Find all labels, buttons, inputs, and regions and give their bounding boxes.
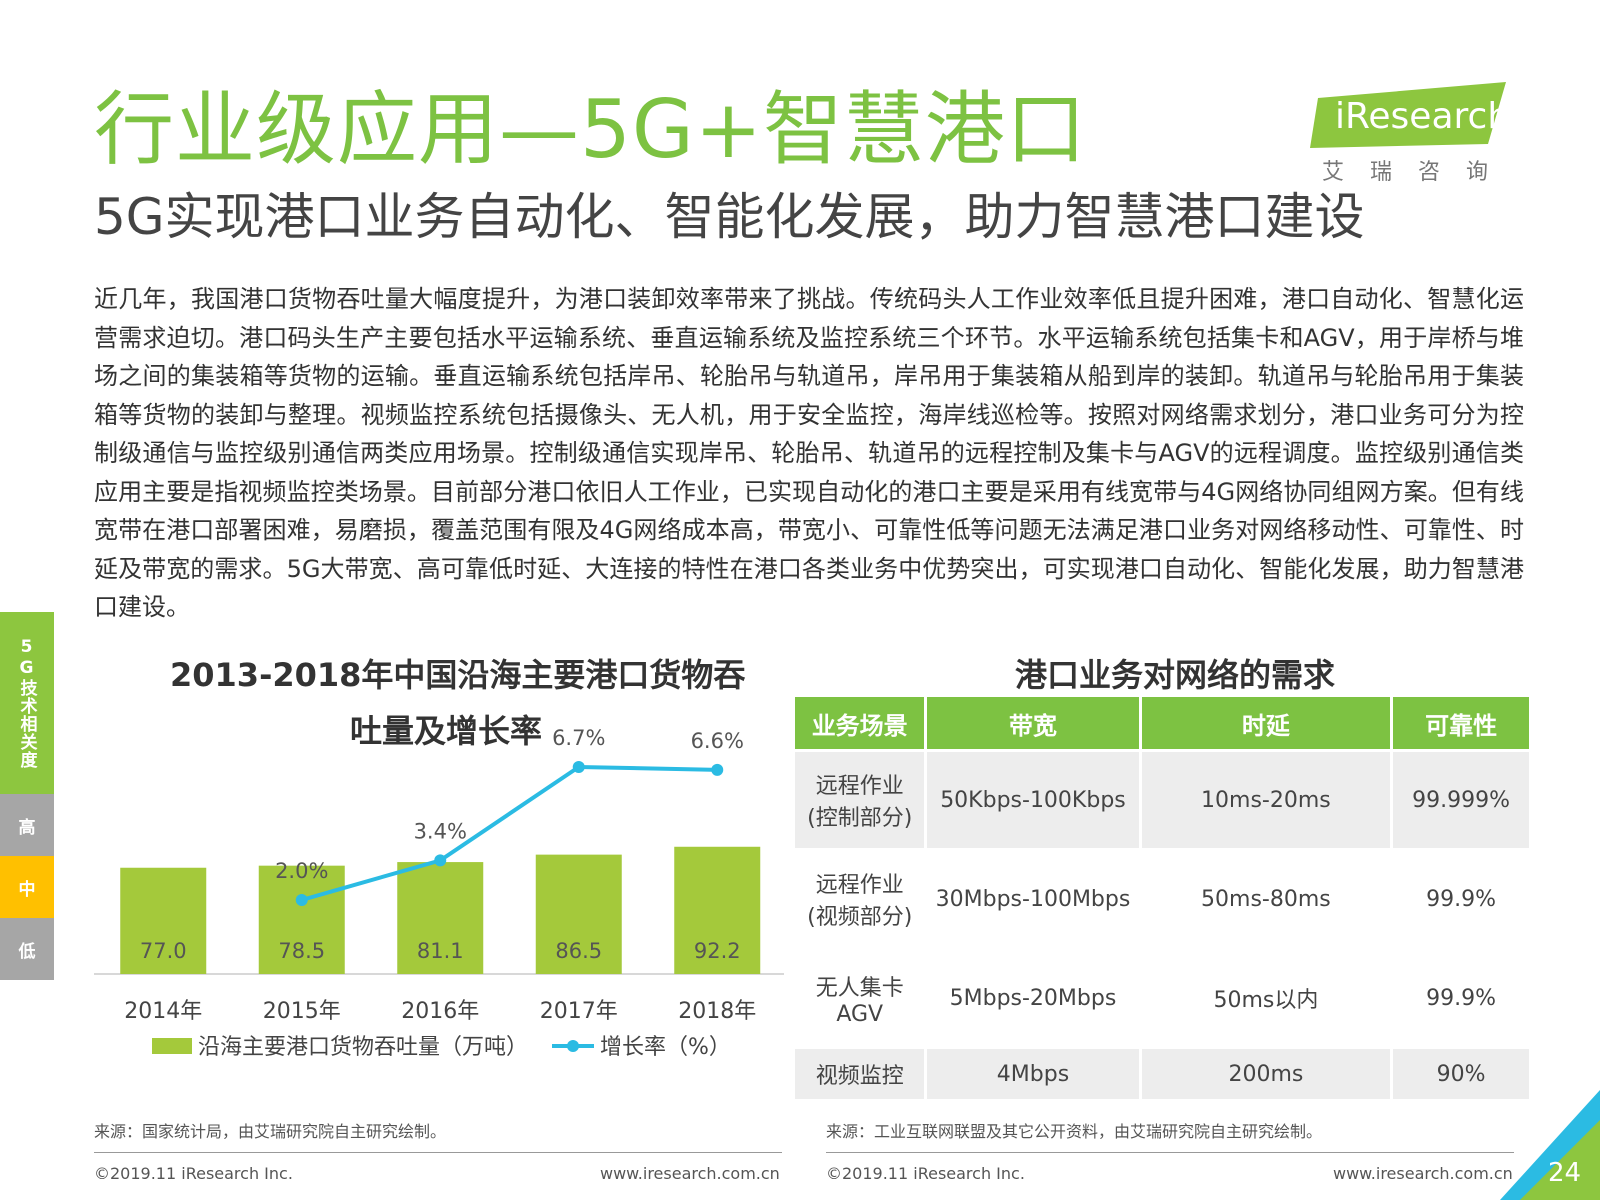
header-reliability: 可靠性 xyxy=(1393,697,1529,749)
bar-2 xyxy=(258,865,345,974)
chart-title-line1: 2013-2018年中国沿海主要港口货物吞 xyxy=(170,656,746,694)
growth-point xyxy=(295,894,308,906)
cell-scene: 视频监控 xyxy=(795,1049,925,1099)
scene-line2: (视频部分) xyxy=(807,905,913,930)
cell-reliability: 90% xyxy=(1393,1049,1529,1099)
growth-value-label: 3.4% xyxy=(414,819,467,843)
header-bandwidth: 带宽 xyxy=(927,697,1139,749)
bar-value-label: 92.2 xyxy=(694,939,741,963)
table-header-row: 业务场景 带宽 时延 可靠性 xyxy=(795,697,1529,749)
cell-bandwidth: 4Mbps xyxy=(927,1049,1139,1099)
corner-decoration xyxy=(1500,1090,1600,1200)
table-source-note: 来源：工业互联网联盟及其它公开资料，由艾瑞研究院自主研究绘制。 xyxy=(826,1122,1323,1141)
iresearch-logo xyxy=(1310,82,1506,148)
bar-4 xyxy=(535,854,622,974)
cell-latency: 10ms-20ms xyxy=(1141,752,1391,848)
footer-copyright-right: ©2019.11 iResearch Inc. xyxy=(826,1164,1025,1183)
cell-scene: 远程作业 (视频部分) xyxy=(795,851,925,947)
footer-divider-right xyxy=(826,1152,1514,1153)
growth-value-label: 6.7% xyxy=(552,726,605,750)
bar-value-label: 77.0 xyxy=(140,939,187,963)
header-latency: 时延 xyxy=(1141,697,1391,749)
x-tick-label: 2016年 xyxy=(401,999,479,1024)
bar-value-label: 78.5 xyxy=(278,939,325,963)
side-nav-mid[interactable]: 中 xyxy=(0,856,54,918)
logo-wordmark: iResearch xyxy=(1335,96,1511,137)
scene-line1: 远程作业 xyxy=(815,873,904,898)
growth-point xyxy=(711,763,724,776)
page-number: 24 xyxy=(1548,1158,1582,1188)
logo-subtitle: 艾瑞咨询 xyxy=(1322,160,1515,185)
cell-reliability: 99.9% xyxy=(1393,851,1529,947)
table-row: 远程作业 (控制部分) 50Kbps-100Kbps 10ms-20ms 99.9… xyxy=(795,752,1529,848)
cell-bandwidth: 30Mbps-100Mbps xyxy=(927,851,1139,947)
bar-1 xyxy=(120,867,207,974)
bar-value-label: 81.1 xyxy=(417,939,464,963)
side-nav-low[interactable]: 低 xyxy=(0,918,54,980)
cell-reliability: 99.999% xyxy=(1393,752,1529,848)
cell-latency: 50ms-80ms xyxy=(1141,851,1391,947)
side-relevance-nav: 5G技术相关度 高 中 低 xyxy=(0,612,54,980)
cell-scene: 远程作业 (控制部分) xyxy=(795,752,925,848)
scene-line1: 视频监控 xyxy=(815,1064,904,1089)
growth-point xyxy=(572,761,585,773)
port-throughput-chart: 77.0 2014年 78.5 2015年 81.1 2016年 86.5 2017年 92.2… xyxy=(94,726,784,1060)
cell-bandwidth: 5Mbps-20Mbps xyxy=(927,950,1139,1046)
growth-value-label: 6.6% xyxy=(691,729,744,753)
scene-line2: AGV xyxy=(836,1001,884,1027)
x-tick-label: 2015年 xyxy=(263,999,341,1024)
cell-latency: 200ms xyxy=(1141,1049,1391,1099)
body-paragraph: 近几年，我国港口货物吞吐量大幅度提升，为港口装卸效率带来了挑战。传统码头人工作业… xyxy=(94,285,1524,621)
growth-rate-line xyxy=(301,764,718,902)
table-row: 视频监控 4Mbps 200ms 90% xyxy=(795,1049,1529,1099)
side-nav-high[interactable]: 高 xyxy=(0,794,54,856)
table-title: 港口业务对网络的需求 xyxy=(1015,656,1336,694)
footer-copyright-left: ©2019.11 iResearch Inc. xyxy=(94,1164,293,1183)
table-row: 无人集卡 AGV 5Mbps-20Mbps 50ms以内 99.9% xyxy=(795,950,1529,1046)
scene-line2: (控制部分) xyxy=(807,806,913,831)
chart-title-line2: 吐量及增长率 xyxy=(350,712,543,750)
page-title: 行业级应用—5G+智慧港口 xyxy=(94,83,1087,176)
x-tick-label: 2017年 xyxy=(540,999,618,1024)
cell-latency: 50ms以内 xyxy=(1141,950,1391,1046)
bar-value-label: 86.5 xyxy=(555,939,602,963)
x-tick-label: 2018年 xyxy=(678,999,756,1024)
growth-point xyxy=(434,854,447,867)
side-nav-category: 5G技术相关度 xyxy=(0,612,54,794)
x-tick-label: 2014年 xyxy=(124,999,202,1024)
legend-line-label: 增长率（%） xyxy=(600,1035,731,1060)
network-requirements-table: 业务场景 带宽 时延 可靠性 远程作业 (控制部分) 50Kbps-100Kbps… xyxy=(792,694,1532,1102)
cell-bandwidth: 50Kbps-100Kbps xyxy=(927,752,1139,848)
growth-value-label: 2.0% xyxy=(275,859,328,883)
legend-bar-swatch xyxy=(152,1038,192,1054)
bar-5 xyxy=(674,846,761,974)
scene-line1: 远程作业 xyxy=(815,774,904,799)
header-scene: 业务场景 xyxy=(795,697,925,749)
scene-line1: 无人集卡 xyxy=(815,975,904,1001)
footer-divider-left xyxy=(94,1152,782,1153)
page-subtitle: 5G实现港口业务自动化、智能化发展，助力智慧港口建设 xyxy=(94,188,1365,246)
chart-source-note: 来源：国家统计局，由艾瑞研究院自主研究绘制。 xyxy=(94,1122,447,1141)
table-row: 远程作业 (视频部分) 30Mbps-100Mbps 50ms-80ms 99.9… xyxy=(795,851,1529,947)
footer-website-left[interactable]: www.iresearch.com.cn xyxy=(600,1164,780,1183)
cell-reliability: 99.9% xyxy=(1393,950,1529,1046)
cell-scene: 无人集卡 AGV xyxy=(795,950,925,1046)
legend-bar-label: 沿海主要港口货物吞吐量（万吨） xyxy=(198,1035,528,1060)
footer-website-right[interactable]: www.iresearch.com.cn xyxy=(1333,1164,1513,1183)
bar-3 xyxy=(397,862,484,974)
legend-line-marker xyxy=(567,1040,579,1052)
